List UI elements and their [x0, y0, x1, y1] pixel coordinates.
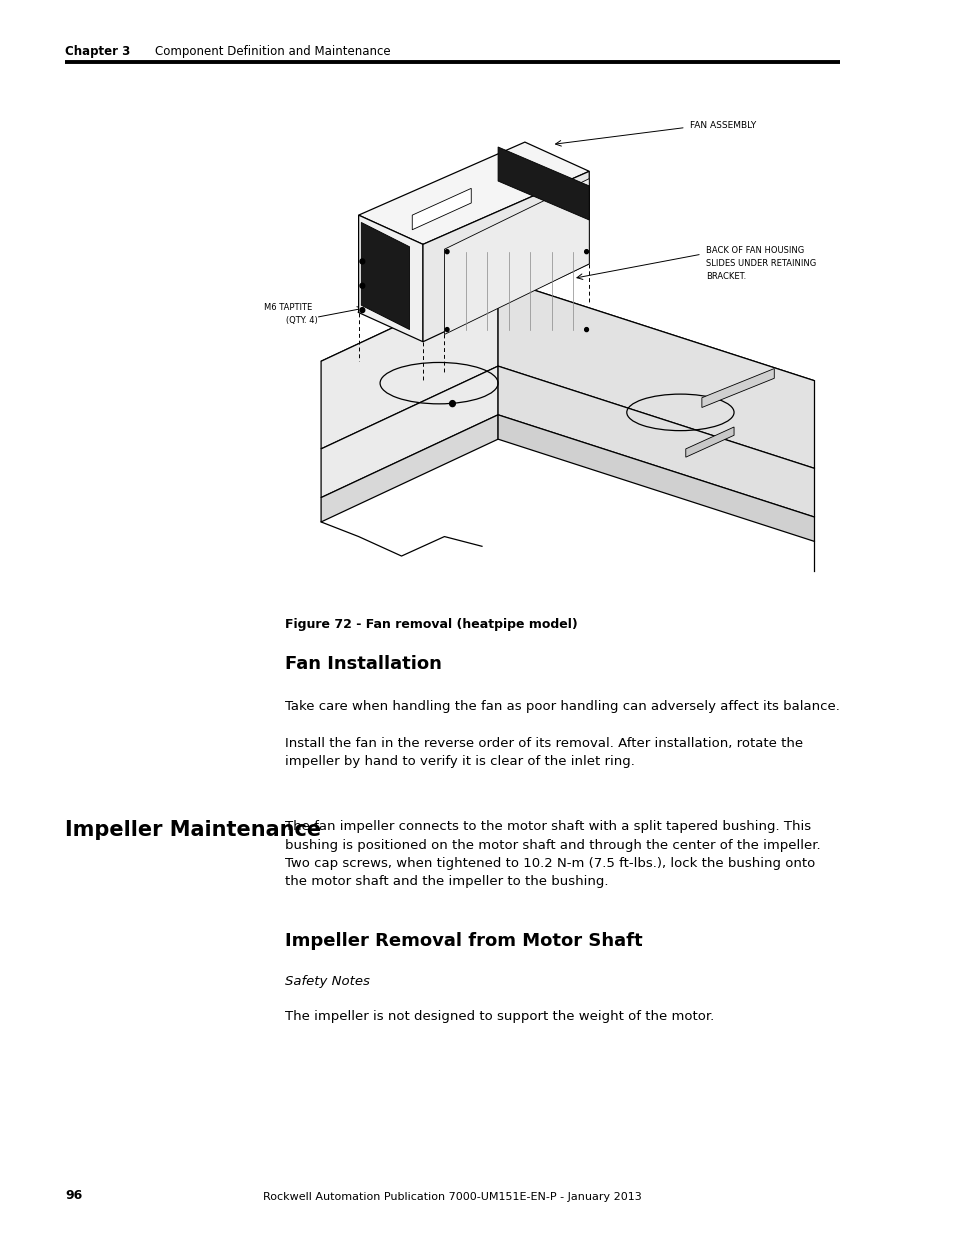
Text: M6 TAPTITE: M6 TAPTITE: [263, 304, 312, 312]
Polygon shape: [361, 222, 409, 330]
Polygon shape: [497, 366, 814, 517]
Circle shape: [445, 327, 449, 331]
Polygon shape: [497, 147, 589, 220]
Polygon shape: [497, 415, 814, 541]
Text: Chapter 3: Chapter 3: [65, 44, 131, 58]
Circle shape: [445, 249, 449, 253]
Text: 96: 96: [65, 1189, 82, 1202]
Polygon shape: [321, 415, 497, 522]
Polygon shape: [497, 278, 814, 468]
Polygon shape: [358, 215, 422, 342]
Polygon shape: [412, 189, 471, 230]
Text: Take care when handling the fan as poor handling can adversely affect its balanc: Take care when handling the fan as poor …: [285, 700, 840, 713]
Text: FAN ASSEMBLY: FAN ASSEMBLY: [689, 121, 755, 130]
Text: Impeller Maintenance: Impeller Maintenance: [65, 820, 321, 840]
Circle shape: [359, 259, 364, 264]
Circle shape: [449, 400, 455, 406]
Text: The impeller is not designed to support the weight of the motor.: The impeller is not designed to support …: [285, 1010, 714, 1023]
Polygon shape: [444, 179, 589, 335]
Polygon shape: [422, 172, 589, 342]
Text: (QTY. 4): (QTY. 4): [277, 316, 317, 325]
Polygon shape: [685, 427, 733, 457]
Circle shape: [359, 283, 364, 288]
Text: Install the fan in the reverse order of its removal. After installation, rotate : Install the fan in the reverse order of …: [285, 737, 802, 768]
Text: SLIDES UNDER RETAINING: SLIDES UNDER RETAINING: [705, 259, 815, 268]
Circle shape: [359, 308, 364, 312]
Polygon shape: [321, 366, 497, 498]
Text: Figure 72 - Fan removal (heatpipe model): Figure 72 - Fan removal (heatpipe model): [285, 618, 578, 631]
Text: Component Definition and Maintenance: Component Definition and Maintenance: [155, 44, 391, 58]
Polygon shape: [358, 142, 589, 245]
Text: Safety Notes: Safety Notes: [285, 974, 370, 988]
Text: Fan Installation: Fan Installation: [285, 655, 441, 673]
Polygon shape: [321, 278, 497, 448]
Circle shape: [584, 249, 588, 253]
Circle shape: [584, 327, 588, 331]
Text: BRACKET.: BRACKET.: [705, 272, 745, 282]
Text: Rockwell Automation Publication 7000-UM151E-EN-P - January 2013: Rockwell Automation Publication 7000-UM1…: [263, 1192, 641, 1202]
Polygon shape: [701, 368, 774, 408]
Text: Impeller Removal from Motor Shaft: Impeller Removal from Motor Shaft: [285, 932, 642, 950]
Polygon shape: [321, 278, 814, 463]
Text: BACK OF FAN HOUSING: BACK OF FAN HOUSING: [705, 246, 803, 256]
Text: The fan impeller connects to the motor shaft with a split tapered bushing. This
: The fan impeller connects to the motor s…: [285, 820, 820, 888]
